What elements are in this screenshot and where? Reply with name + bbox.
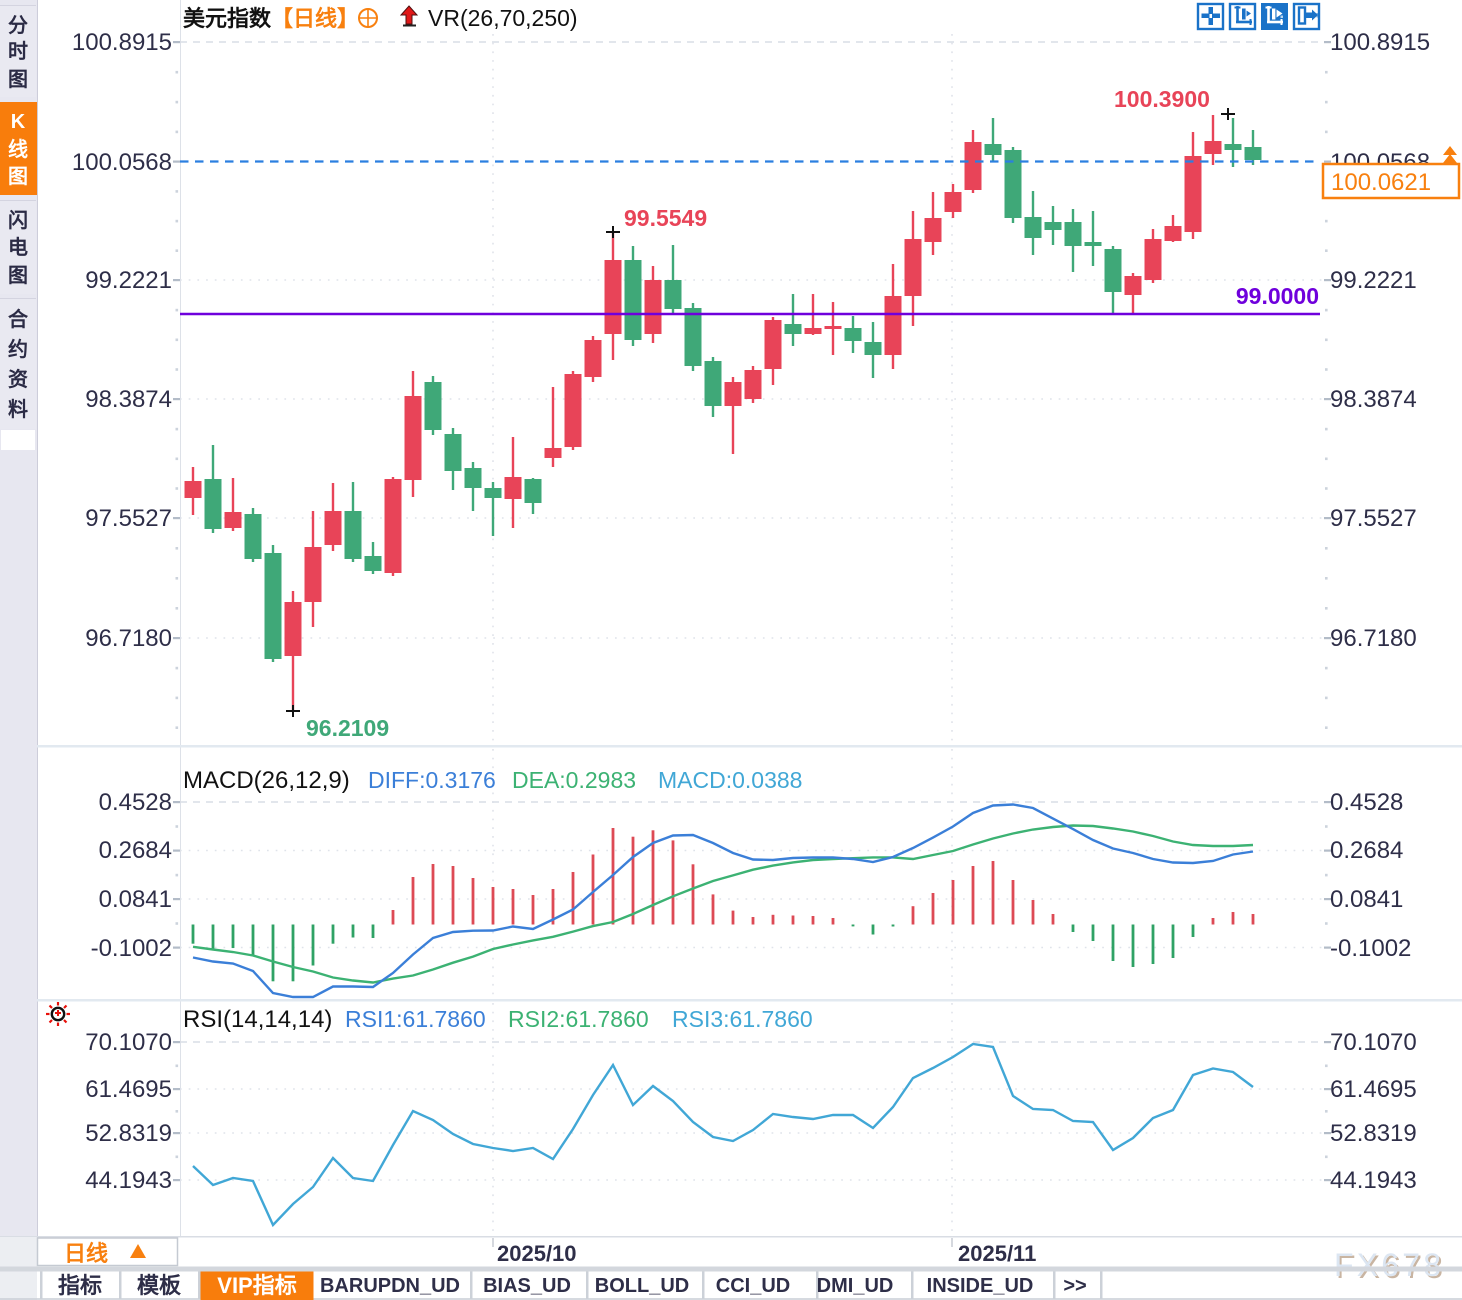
- svg-text:FX678: FX678: [1334, 1247, 1444, 1283]
- svg-text:日线: 日线: [64, 1241, 108, 1266]
- svg-text:100.8915: 100.8915: [72, 29, 172, 56]
- svg-text:资: 资: [8, 367, 28, 391]
- svg-text:图: 图: [8, 165, 28, 188]
- svg-text:0.4528: 0.4528: [99, 789, 172, 816]
- svg-text:2025/10: 2025/10: [497, 1241, 577, 1266]
- svg-text:MACD(26,12,9): MACD(26,12,9): [183, 767, 350, 794]
- svg-text:RSI1:61.7860: RSI1:61.7860: [345, 1006, 486, 1032]
- svg-text:美元指数: 美元指数: [183, 6, 272, 31]
- svg-text:100.0621: 100.0621: [1331, 169, 1431, 196]
- svg-text:97.5527: 97.5527: [1330, 505, 1417, 532]
- svg-text:DMI_UD: DMI_UD: [817, 1275, 894, 1297]
- svg-text:模板: 模板: [137, 1273, 182, 1298]
- svg-text:电: 电: [8, 236, 28, 259]
- svg-text:70.1070: 70.1070: [85, 1029, 172, 1056]
- svg-text:61.4695: 61.4695: [1330, 1076, 1417, 1103]
- svg-text:分: 分: [8, 14, 28, 37]
- svg-text:100.3900: 100.3900: [1114, 86, 1210, 112]
- svg-text:96.2109: 96.2109: [306, 715, 389, 741]
- svg-text:44.1943: 44.1943: [1330, 1167, 1417, 1194]
- svg-text:INSIDE_UD: INSIDE_UD: [927, 1275, 1034, 1297]
- svg-text:70.1070: 70.1070: [1330, 1029, 1417, 1056]
- svg-text:闪: 闪: [8, 209, 28, 232]
- svg-text:99.0000: 99.0000: [1236, 283, 1319, 309]
- svg-text:100.0568: 100.0568: [72, 149, 172, 176]
- svg-text:2025/11: 2025/11: [958, 1241, 1036, 1266]
- svg-text:98.3874: 98.3874: [1330, 386, 1417, 413]
- svg-text:DEA:0.2983: DEA:0.2983: [512, 767, 636, 793]
- svg-text:52.8319: 52.8319: [1330, 1120, 1417, 1147]
- svg-text:DIFF:0.3176: DIFF:0.3176: [368, 767, 496, 793]
- svg-text:VIP指标: VIP指标: [217, 1273, 296, 1298]
- svg-text:【日线】: 【日线】: [271, 6, 359, 31]
- svg-text:料: 料: [8, 398, 28, 421]
- svg-text:44.1943: 44.1943: [85, 1167, 172, 1194]
- svg-text:图: 图: [8, 264, 28, 287]
- svg-text:RSI3:61.7860: RSI3:61.7860: [672, 1006, 813, 1032]
- svg-text:CCI_UD: CCI_UD: [716, 1275, 790, 1297]
- svg-text:>>: >>: [1063, 1275, 1086, 1297]
- svg-text:RSI2:61.7860: RSI2:61.7860: [508, 1006, 649, 1032]
- svg-text:线: 线: [8, 137, 28, 161]
- svg-text:0.0841: 0.0841: [99, 886, 172, 913]
- svg-text:指标: 指标: [58, 1273, 102, 1298]
- svg-text:98.3874: 98.3874: [85, 386, 172, 413]
- svg-text:时: 时: [8, 40, 28, 63]
- svg-text:52.8319: 52.8319: [85, 1120, 172, 1147]
- svg-text:96.7180: 96.7180: [85, 625, 172, 652]
- svg-text:RSI(14,14,14): RSI(14,14,14): [183, 1006, 332, 1033]
- svg-text:100.8915: 100.8915: [1330, 29, 1430, 56]
- svg-text:-0.1002: -0.1002: [91, 935, 172, 962]
- svg-text:99.5549: 99.5549: [624, 205, 707, 231]
- svg-text:99.2221: 99.2221: [1330, 267, 1417, 294]
- svg-text:BIAS_UD: BIAS_UD: [483, 1275, 571, 1297]
- svg-text:合: 合: [8, 307, 29, 331]
- svg-text:0.2684: 0.2684: [1330, 837, 1403, 864]
- svg-text:图: 图: [8, 68, 28, 91]
- svg-text:BOLL_UD: BOLL_UD: [595, 1275, 689, 1297]
- svg-text:MACD:0.0388: MACD:0.0388: [658, 767, 802, 793]
- svg-text:97.5527: 97.5527: [85, 505, 172, 532]
- svg-text:96.7180: 96.7180: [1330, 625, 1417, 652]
- svg-text:0.0841: 0.0841: [1330, 886, 1403, 913]
- svg-text:VR(26,70,250): VR(26,70,250): [428, 5, 578, 31]
- svg-text:0.2684: 0.2684: [99, 837, 172, 864]
- svg-text:61.4695: 61.4695: [85, 1076, 172, 1103]
- svg-text:99.2221: 99.2221: [85, 267, 172, 294]
- svg-text:-0.1002: -0.1002: [1330, 935, 1411, 962]
- svg-text:K: K: [11, 111, 26, 133]
- svg-text:约: 约: [8, 337, 28, 361]
- svg-text:BARUPDN_UD: BARUPDN_UD: [320, 1275, 460, 1297]
- svg-text:0.4528: 0.4528: [1330, 789, 1403, 816]
